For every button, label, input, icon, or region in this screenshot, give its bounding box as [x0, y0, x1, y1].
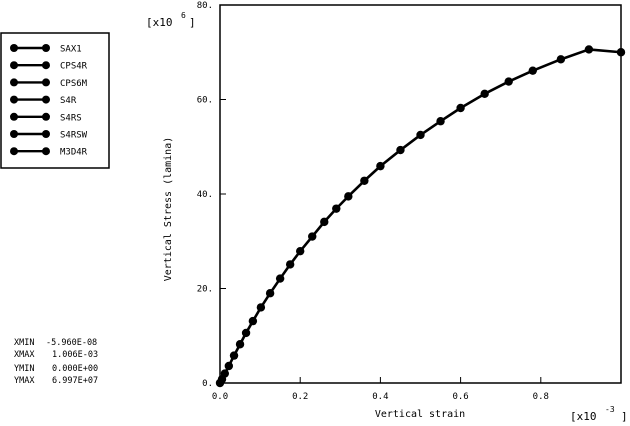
- data-point: [275, 274, 285, 283]
- x-tick-label: 0.8: [533, 392, 549, 402]
- legend-entry: SAX1: [60, 45, 82, 55]
- data-point: [241, 328, 251, 338]
- range-info: XMIN -5.960E-08 XMAX 1.006E-03 YMIN 0.00…: [14, 338, 98, 386]
- legend-marker: [10, 112, 18, 121]
- data-point: [480, 89, 489, 99]
- data-point: [265, 289, 275, 298]
- x-tick-label: 0.2: [292, 392, 308, 402]
- legend-entry: CPS4R: [60, 62, 88, 72]
- range-xmax-value: 1.006E-03: [52, 350, 98, 360]
- series-line-0: [218, 48, 622, 384]
- data-point: [396, 145, 405, 155]
- data-point: [344, 192, 353, 201]
- y-tick-label: 20.: [197, 285, 213, 295]
- data-point: [308, 232, 317, 241]
- y-multiplier-close: ]: [189, 16, 196, 29]
- data-point: [296, 246, 305, 256]
- data-point: [376, 161, 385, 171]
- range-xmin-value: -5.960E-08: [46, 338, 97, 348]
- legend-entry: S4RS: [60, 113, 82, 123]
- data-point: [256, 303, 266, 312]
- data-point: [320, 217, 329, 227]
- legend-marker: [42, 147, 50, 156]
- x-multiplier-exp: -3: [605, 405, 615, 414]
- data-point: [436, 117, 445, 126]
- data-point: [416, 130, 425, 140]
- legend-marker: [10, 78, 18, 87]
- legend-marker: [42, 61, 50, 70]
- legend-marker: [42, 130, 50, 138]
- legend-marker: [10, 61, 18, 70]
- data-point: [360, 176, 369, 185]
- legend-marker: [42, 78, 50, 87]
- legend-marker: [10, 130, 18, 138]
- range-ymin-value: 0.000E+00: [52, 364, 98, 374]
- data-point: [285, 260, 295, 269]
- y-multiplier-exp: 6: [181, 11, 186, 20]
- y-tick-label: 60.: [197, 96, 213, 106]
- x-axis-label: Vertical strain: [375, 409, 465, 420]
- legend-marker: [42, 95, 50, 104]
- data-point: [504, 77, 513, 86]
- range-ymin-label: YMIN: [14, 364, 34, 374]
- data-point: [248, 316, 258, 326]
- range-ymax-value: 6.997E+07: [52, 376, 98, 386]
- x-tick-label: 0.4: [372, 392, 388, 402]
- y-tick-label: 40.: [197, 190, 213, 200]
- legend-marker: [42, 112, 50, 121]
- legend-marker: [10, 95, 18, 104]
- data-point: [616, 48, 626, 57]
- x-multiplier-base: [x10: [570, 410, 597, 423]
- legend-marker: [10, 44, 18, 52]
- data-point: [235, 340, 245, 349]
- data-point: [332, 204, 341, 213]
- y-axis-label: Vertical Stress (lamina): [163, 137, 174, 282]
- x-tick-label: 0.6: [452, 392, 468, 402]
- y-tick-label: 0.: [202, 379, 213, 389]
- x-multiplier-close: ]: [621, 410, 628, 423]
- x-tick-label: 0.0: [212, 392, 228, 402]
- legend-marker: [42, 44, 50, 52]
- range-xmin-label: XMIN: [14, 338, 34, 348]
- legend-entry: S4R: [60, 96, 77, 106]
- data-point: [224, 361, 234, 371]
- data-point: [528, 66, 537, 75]
- y-tick-label: 80.: [197, 1, 213, 11]
- axis-ticks: 0.0 0.2 0.4 0.6 0.8 0. 20. 40. 60. 80.: [197, 1, 549, 402]
- legend-entry: M3D4R: [60, 148, 88, 158]
- legend-entry: S4RSW: [60, 131, 88, 141]
- legend: SAX1 CPS4R CPS6M S4R S4RS S4RSW M3D4R: [10, 44, 88, 158]
- data-point: [584, 45, 594, 54]
- series-layer: [215, 45, 626, 388]
- range-xmax-label: XMAX: [14, 350, 35, 360]
- data-point: [456, 103, 465, 113]
- y-multiplier-base: [x10: [146, 16, 173, 29]
- data-point: [556, 55, 566, 64]
- data-point: [229, 351, 239, 360]
- data-point: [220, 369, 230, 378]
- legend-entry: CPS6M: [60, 79, 88, 89]
- range-ymax-label: YMAX: [14, 376, 35, 386]
- legend-marker: [10, 147, 18, 156]
